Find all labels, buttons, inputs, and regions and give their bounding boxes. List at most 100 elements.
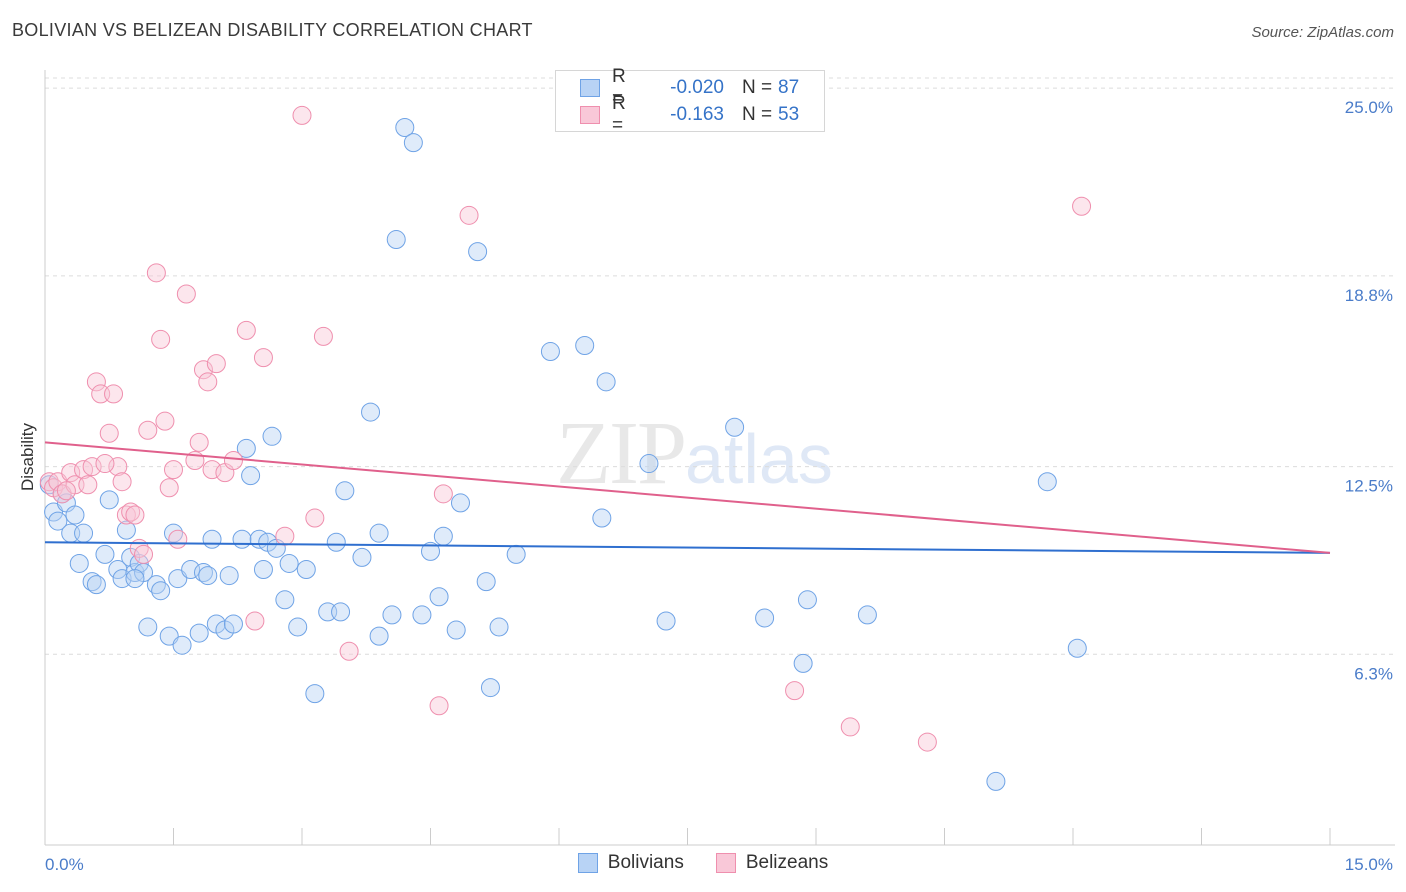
watermark-atlas: atlas (685, 420, 833, 498)
data-point-bolivians (429, 587, 449, 607)
data-point-bolivians (540, 342, 560, 362)
stats-n-value: 87 (778, 77, 800, 98)
data-point-bolivians (232, 529, 252, 549)
legend-item-belizeans[interactable]: Belizeans (715, 852, 829, 874)
data-point-belizeans (164, 460, 183, 480)
data-point-belizeans (253, 348, 273, 368)
data-point-bolivians (412, 605, 432, 625)
data-point-belizeans (459, 205, 479, 225)
trend-line-belizeans (44, 441, 1331, 554)
data-point-bolivians (386, 230, 406, 250)
source-credit: Source: ZipAtlas.com (1251, 24, 1394, 41)
data-point-bolivians (65, 505, 85, 525)
axes (44, 70, 1395, 846)
stats-n-label: N = (742, 104, 773, 125)
data-point-bolivians (369, 626, 389, 646)
x-tick-label: 15.0% (1345, 855, 1393, 874)
data-point-bolivians (468, 242, 488, 262)
data-points (39, 105, 1092, 791)
data-point-belizeans (125, 505, 145, 525)
trend-lines (44, 441, 1331, 554)
stats-r-value: -0.020 (670, 77, 724, 98)
data-point-bolivians (656, 611, 676, 631)
data-point-belizeans (151, 329, 171, 349)
stats-row-bolivians: R = -0.020 N = 87 (556, 66, 800, 109)
data-point-belizeans (189, 432, 209, 452)
data-point-bolivians (433, 526, 453, 546)
data-point-bolivians (223, 614, 243, 634)
data-point-belizeans (168, 529, 188, 549)
data-point-bolivians (725, 417, 745, 437)
legend-label-belizeans: Belizeans (745, 852, 829, 873)
grid (45, 77, 1395, 655)
data-point-belizeans (56, 481, 76, 501)
axis-labels: 6.3% 12.5% 18.8% 25.0% 0.0% 15.0% Disability (18, 98, 1393, 874)
y-tick-label: 18.8% (1345, 286, 1393, 305)
data-point-bolivians (44, 502, 64, 522)
data-point-belizeans (176, 284, 196, 304)
data-point-bolivians (450, 493, 470, 513)
data-point-bolivians (86, 575, 106, 595)
data-point-bolivians (125, 569, 145, 589)
data-point-bolivians (189, 623, 209, 643)
legend-item-bolivians[interactable]: Bolivians (577, 852, 684, 874)
data-point-bolivians (99, 490, 119, 510)
data-point-bolivians (241, 466, 261, 486)
data-point-bolivians (1037, 472, 1057, 492)
data-point-belizeans (95, 454, 115, 474)
data-point-belizeans (138, 420, 158, 440)
data-point-bolivians (797, 590, 817, 610)
data-point-belizeans (339, 641, 359, 661)
data-point-bolivians (296, 560, 316, 580)
data-point-belizeans (433, 484, 453, 504)
data-point-bolivians (331, 602, 351, 622)
legend-label-bolivians: Bolivians (607, 852, 684, 873)
data-point-belizeans (86, 372, 106, 392)
data-point-bolivians (382, 605, 402, 625)
y-tick-label: 12.5% (1345, 477, 1393, 496)
data-point-belizeans (104, 384, 124, 404)
y-axis-label: Disability (18, 422, 37, 491)
stats-n-value: 53 (778, 104, 800, 125)
data-point-bolivians (262, 426, 282, 446)
data-point-bolivians (48, 511, 68, 531)
data-point-bolivians (361, 402, 381, 422)
data-point-belizeans (61, 463, 81, 483)
data-point-belizeans (112, 472, 132, 492)
data-point-belizeans (292, 105, 312, 125)
data-point-bolivians (219, 566, 239, 586)
data-point-belizeans (146, 263, 166, 283)
legend: Bolivians Belizeans (0, 852, 1406, 874)
data-point-bolivians (129, 553, 149, 573)
data-point-belizeans (245, 611, 265, 631)
data-point-belizeans (1072, 196, 1092, 216)
data-point-bolivians (596, 372, 616, 392)
y-tick-label: 6.3% (1354, 664, 1393, 683)
data-point-belizeans (785, 681, 805, 701)
data-point-bolivians (755, 608, 775, 628)
data-point-bolivians (639, 454, 659, 474)
data-point-bolivians (793, 653, 813, 673)
stats-box: R = -0.020 N = 87 R = -0.163 N = 53 (555, 66, 825, 136)
data-point-belizeans (840, 717, 860, 737)
stats-r-label: R = (612, 66, 626, 109)
data-point-belizeans (134, 544, 154, 564)
data-point-bolivians (326, 532, 346, 552)
data-point-belizeans (78, 475, 98, 495)
data-point-belizeans (193, 360, 213, 380)
data-point-bolivians (253, 560, 273, 580)
data-point-belizeans (202, 460, 222, 480)
data-point-bolivians (403, 133, 423, 153)
stats-n-label: N = (742, 77, 773, 98)
data-point-belizeans (159, 478, 179, 498)
data-point-bolivians (369, 523, 389, 543)
data-point-bolivians (168, 569, 188, 589)
y-tick-label: 25.0% (1345, 98, 1393, 117)
data-point-bolivians (202, 529, 222, 549)
stats-row-belizeans: R = -0.163 N = 53 (556, 93, 800, 136)
data-point-bolivians (476, 572, 496, 592)
data-point-belizeans (305, 508, 325, 528)
data-point-belizeans (155, 411, 175, 431)
data-point-bolivians (480, 678, 500, 698)
